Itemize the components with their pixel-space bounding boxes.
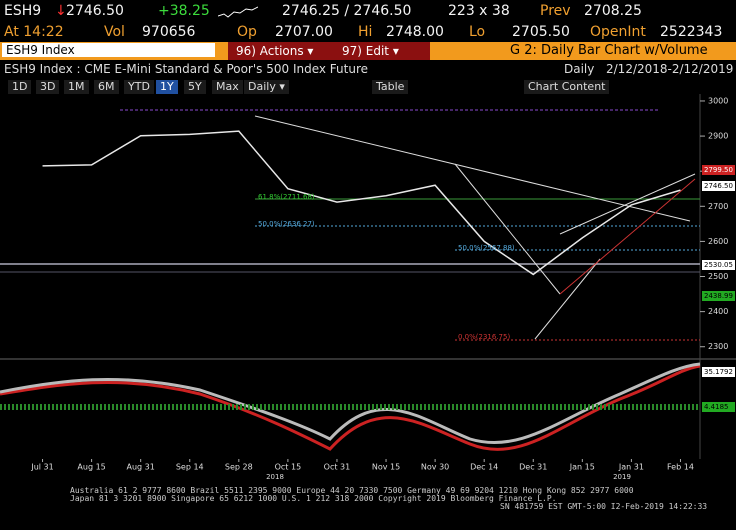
fib-label: 50.0%(2567.88) — [458, 244, 515, 252]
y-tick-label: 2600 — [708, 237, 728, 246]
trend-line — [254, 115, 691, 222]
footer-line: SN 481759 EST GMT-5:00 I2-Feb-2019 14:22… — [500, 502, 708, 511]
lo-label: Lo — [469, 24, 486, 40]
range-button[interactable]: 3D — [36, 80, 60, 94]
actions-menu[interactable]: 96) Actions ▾ — [228, 42, 334, 60]
size: 223 x 38 — [448, 3, 510, 19]
range-button[interactable]: 1M — [64, 80, 89, 94]
date-range: 2/12/2018-2/12/2019 — [606, 62, 734, 76]
vol: 970656 — [142, 24, 196, 40]
x-tick-label: Aug 15 — [77, 463, 105, 472]
ticker: ESH9 — [4, 3, 42, 19]
price-tag-bg — [702, 260, 735, 270]
bid-ask: 2746.25 / 2746.50 — [282, 3, 412, 19]
fib-label: 50.0%(2636.27) — [258, 220, 315, 228]
hi-label: Hi — [358, 24, 373, 40]
range-button[interactable]: 1D — [8, 80, 32, 94]
x-tick-label: Nov 30 — [421, 463, 449, 472]
footer-line: Australia 61 2 9777 8600 Brazil 5511 239… — [70, 486, 634, 495]
oscillator-tag-bg — [702, 367, 735, 377]
fib-label: 61.8%(2711.68) — [258, 193, 315, 201]
open: 2707.00 — [275, 24, 333, 40]
price-tag: 2438.99 — [704, 292, 733, 300]
oi-label: OpenInt — [590, 24, 646, 40]
y-tick-label: 2900 — [708, 132, 728, 141]
x-tick-label: Dec 31 — [519, 463, 547, 472]
table-button[interactable]: Table — [372, 80, 409, 94]
description: ESH9 Index : CME E-Mini Standard & Poor'… — [4, 62, 369, 76]
price-line — [42, 130, 681, 276]
chart: 23002400250026002700280029003000Jul 31Au… — [0, 94, 736, 480]
period: Daily — [564, 62, 595, 76]
x-tick-label: Sep 14 — [176, 463, 204, 472]
y-tick-label: 3000 — [708, 96, 728, 105]
x-tick-label: Jan 31 — [618, 463, 644, 472]
open-interest: 2522343 — [660, 24, 723, 40]
prev: 2708.25 — [584, 3, 642, 19]
price-tag: 2530.05 — [704, 261, 733, 269]
x-tick-label: Aug 31 — [127, 463, 155, 472]
screen-title: G 2: Daily Bar Chart w/Volume — [510, 43, 708, 58]
high: 2748.00 — [386, 24, 444, 40]
x-tick-label: Sep 28 — [225, 463, 253, 472]
edit-menu[interactable]: 97) Edit ▾ — [334, 42, 430, 60]
security-field[interactable]: ESH9 Index — [2, 43, 215, 57]
y-tick-label: 2400 — [708, 307, 728, 316]
trend-line — [559, 173, 696, 235]
trend-line — [534, 258, 601, 340]
chart-bg — [0, 94, 736, 480]
oscillator-tag: 4.4185 — [704, 403, 729, 411]
low: 2705.50 — [512, 24, 570, 40]
oscillator-tag-bg — [702, 402, 735, 412]
x-tick-label: Oct 31 — [324, 463, 351, 472]
range-button[interactable]: 6M — [94, 80, 119, 94]
op-label: Op — [237, 24, 257, 40]
last-price: 2746.50 — [66, 3, 124, 19]
x-tick-label: Jan 15 — [569, 463, 595, 472]
down-arrow: ↓ — [55, 3, 67, 19]
oscillator-tag: 35.1792 — [704, 368, 733, 376]
y-tick-label: 2700 — [708, 202, 728, 211]
vol-label: Vol — [104, 24, 125, 40]
net-change: +38.25 — [158, 3, 210, 19]
range-button[interactable]: YTD — [124, 80, 154, 94]
oscillator — [0, 364, 701, 451]
x-tick-label: Nov 15 — [372, 463, 400, 472]
x-tick-label: Dec 14 — [470, 463, 498, 472]
year-label: 2018 — [266, 473, 284, 480]
frequency-menu[interactable]: Daily ▾ — [244, 80, 289, 94]
price-tag: 2746.50 — [704, 182, 733, 190]
x-tick-label: Oct 15 — [275, 463, 302, 472]
range-button[interactable]: 1Y — [156, 80, 178, 94]
y-tick-label: 2300 — [708, 342, 728, 351]
range-button[interactable]: Max — [212, 80, 243, 94]
chart-content-button[interactable]: Chart Content — [524, 80, 610, 94]
trend-line — [454, 163, 561, 295]
y-tick-label: 2500 — [708, 272, 728, 281]
range-button[interactable]: 5Y — [184, 80, 206, 94]
command-bar: ESH9 Index 96) Actions ▾ 97) Edit ▾ G 2:… — [0, 42, 736, 60]
price-tag-bg — [702, 291, 735, 301]
x-tick-label: Feb 14 — [667, 463, 694, 472]
time: At 14:22 — [4, 24, 64, 40]
x-tick-label: Jul 31 — [30, 463, 53, 472]
prev-label: Prev — [540, 3, 571, 19]
footer-line: Japan 81 3 3201 8900 Singapore 65 6212 1… — [70, 494, 557, 503]
price-tag-bg — [702, 165, 735, 175]
year-label: 2019 — [613, 473, 631, 480]
price-tag-bg — [702, 181, 735, 191]
fib-label: 0.0%(2316.75) — [458, 333, 510, 341]
price-tag: 2799.50 — [704, 166, 733, 174]
trend-line — [559, 178, 696, 295]
sparkline — [218, 6, 258, 18]
